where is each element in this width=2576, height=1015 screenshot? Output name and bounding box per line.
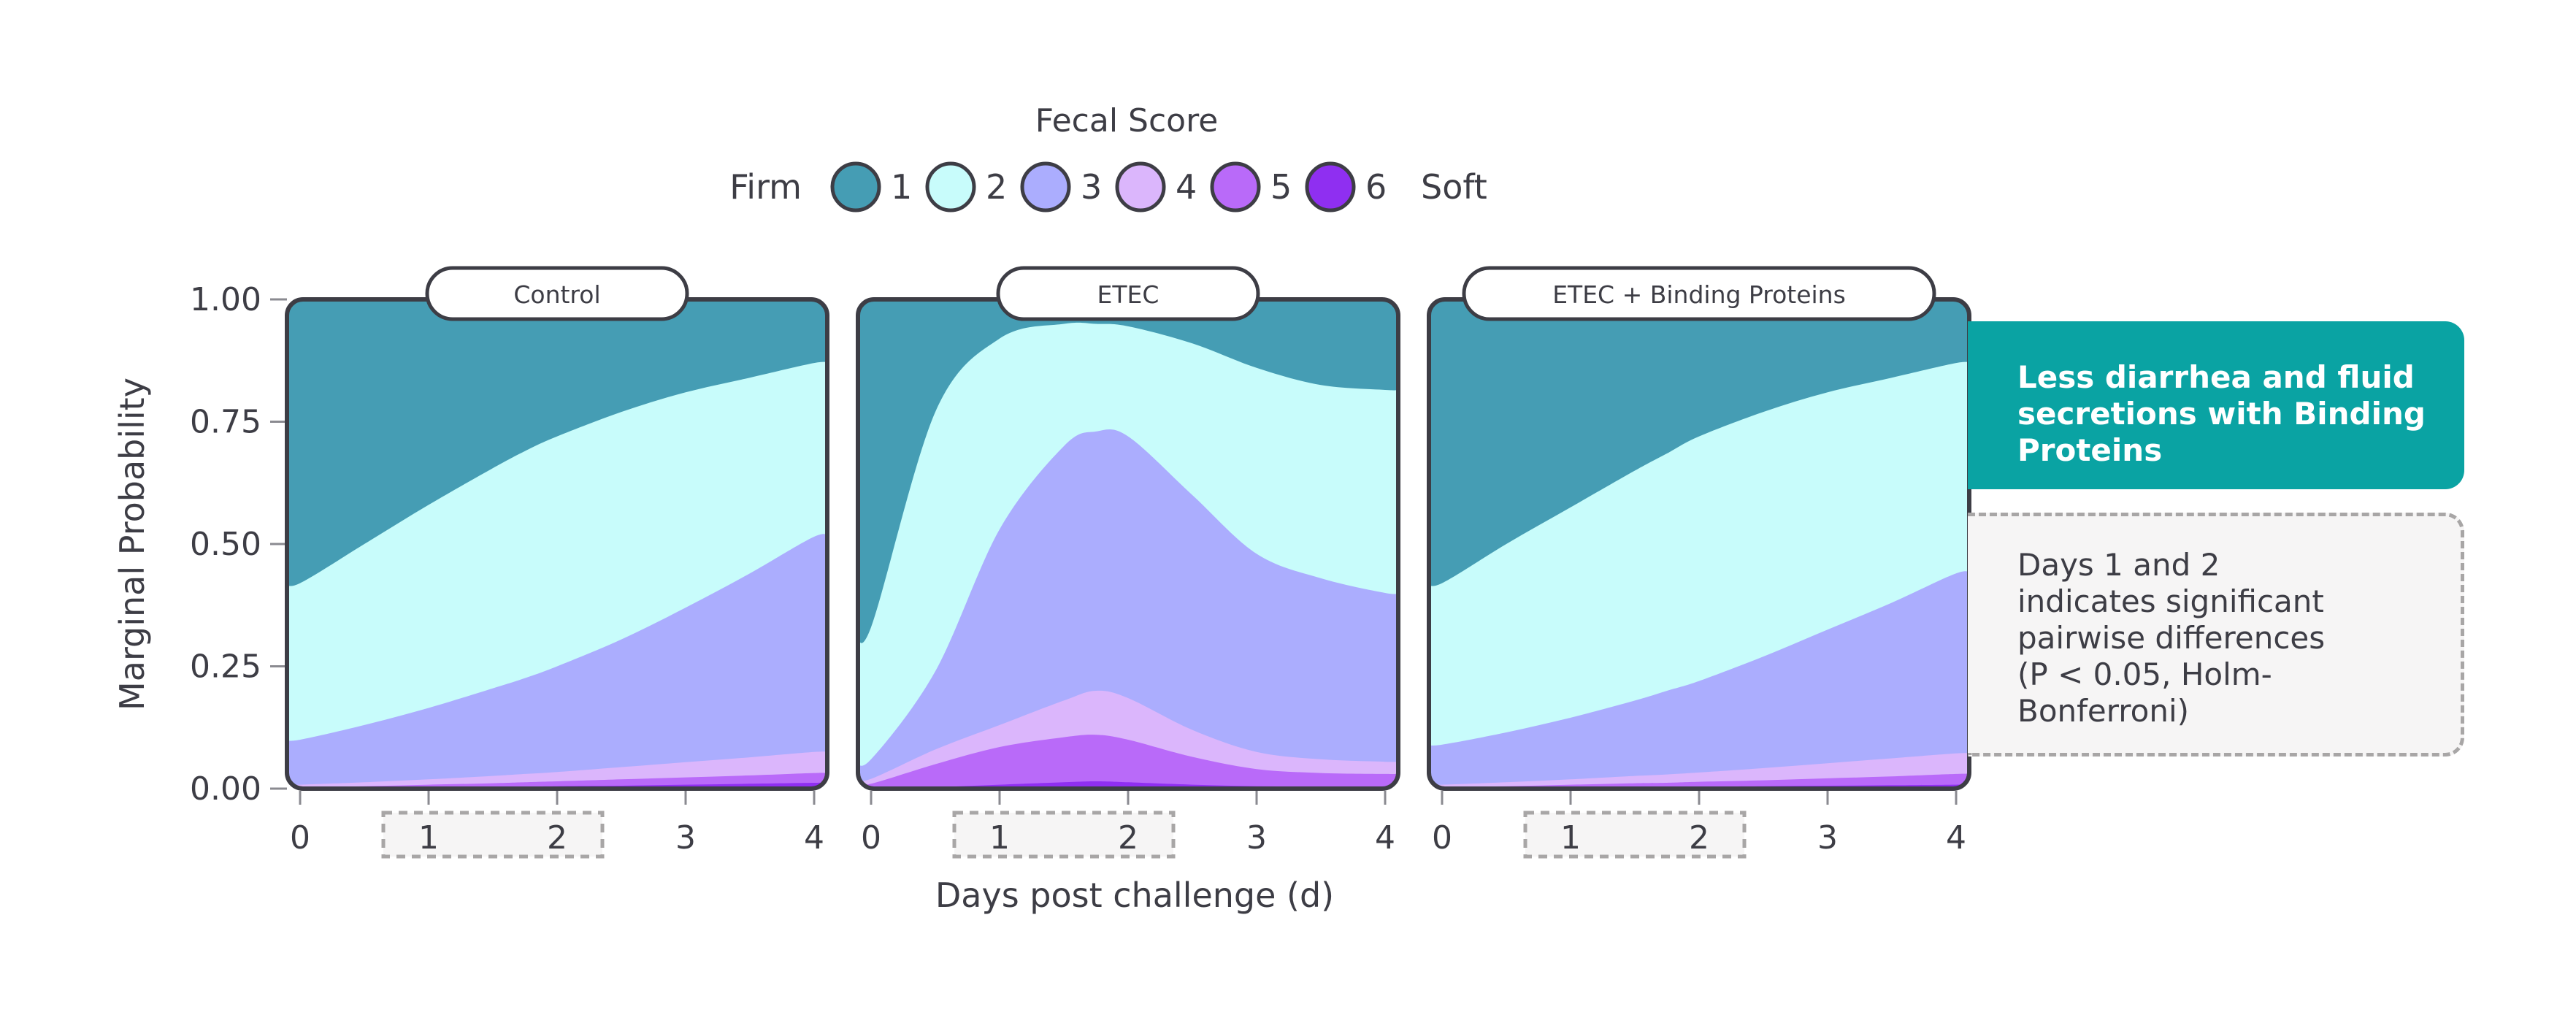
legend-swatch-1 (830, 161, 881, 212)
x-tick-label-2: 2 (1689, 819, 1709, 857)
x-tick-label-4: 4 (1946, 819, 1966, 857)
panel-title-pill (1462, 266, 1936, 321)
x-tick-label-1: 1 (1560, 819, 1581, 857)
x-tick-label-2: 2 (547, 819, 567, 857)
significant-days-box (952, 811, 1176, 859)
area-score-3 (287, 534, 827, 789)
legend-swatch-3 (1020, 161, 1071, 212)
x-tick-label-0: 0 (1432, 819, 1452, 857)
x-tick-label-1: 1 (989, 819, 1010, 857)
legend-label-3: 3 (1081, 167, 1102, 207)
x-tick-label-4: 4 (1375, 819, 1395, 857)
panel-areas-control (287, 299, 827, 789)
panel-title: Control (513, 280, 600, 309)
panel-title: ETEC (1097, 280, 1159, 309)
x-tick-label-3: 3 (1817, 819, 1838, 857)
y-tick-label-0.50: 0.50 (190, 526, 261, 563)
legend-swatch-4 (1115, 161, 1166, 212)
legend-label-5: 5 (1270, 167, 1292, 207)
x-tick-label-4: 4 (804, 819, 824, 857)
legend-firm-label: Firm (729, 167, 802, 207)
panel-areas-etec (858, 299, 1398, 789)
panel-control: Control 0 1 2 3 4 (285, 266, 829, 859)
x-tick-label-0: 0 (861, 819, 881, 857)
y-axis-label: Marginal Probability (112, 378, 152, 710)
y-tick-label-1.00: 1.00 (190, 281, 261, 318)
panel-title-pill (425, 266, 689, 321)
legend-soft-label: Soft (1421, 167, 1487, 207)
significant-days-box (381, 811, 605, 859)
panel-etec-binding-proteins: ETEC + Binding Proteins 0 1 2 3 4 (1427, 266, 1971, 859)
x-tick-label-3: 3 (1246, 819, 1267, 857)
legend-swatch-6 (1305, 161, 1356, 212)
legend-title: Fecal Score (1035, 102, 1219, 139)
area-score-5 (858, 735, 1398, 789)
x-tick-label-1: 1 (418, 819, 439, 857)
legend-label-1: 1 (891, 167, 912, 207)
note-callout: Days 1 and 2 indicates significant pairw… (1968, 513, 2464, 757)
x-tick-label-3: 3 (675, 819, 696, 857)
y-tick-label-0.00: 0.00 (190, 770, 261, 808)
significant-days-box (1523, 811, 1747, 859)
panel-title-pill (996, 266, 1260, 321)
panel-title: ETEC + Binding Proteins (1552, 280, 1846, 309)
legend-label-4: 4 (1176, 167, 1197, 207)
legend-swatch-5 (1210, 161, 1261, 212)
area-score-3 (1429, 571, 1969, 789)
legend-label-6: 6 (1365, 167, 1387, 207)
panel-areas-etec-binding-proteins (1429, 299, 1969, 789)
area-score-3 (858, 429, 1398, 789)
highlight-callout: Less diarrhea and fluid secretions with … (1968, 321, 2464, 489)
x-axis-label: Days post challenge (d) (935, 876, 1334, 915)
legend-label-2: 2 (986, 167, 1007, 207)
x-tick-label-2: 2 (1118, 819, 1138, 857)
y-tick-label-0.75: 0.75 (190, 404, 261, 441)
legend-swatch-2 (925, 161, 976, 212)
y-tick-label-0.25: 0.25 (190, 648, 261, 686)
panel-etec: ETEC 0 1 2 3 4 (856, 266, 1400, 859)
x-tick-label-0: 0 (290, 819, 310, 857)
